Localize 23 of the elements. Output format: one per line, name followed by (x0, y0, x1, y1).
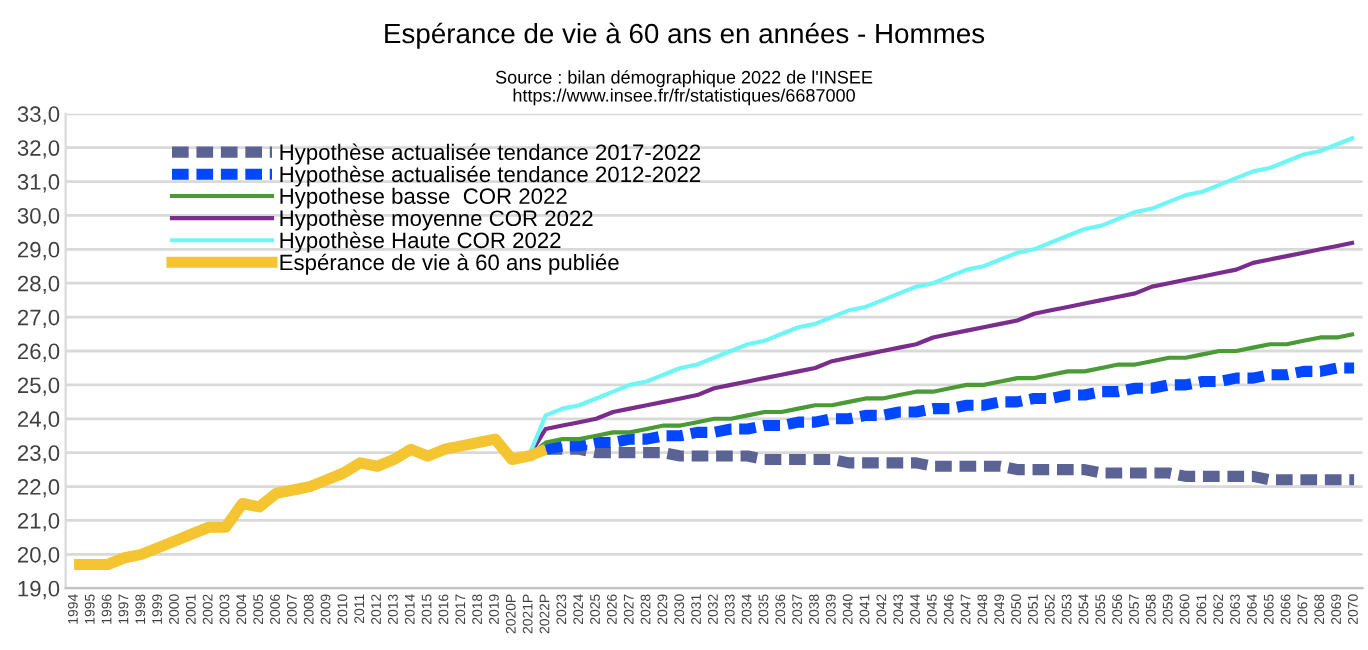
y-tick-label: 19,0 (18, 580, 60, 600)
y-tick-label: 30,0 (17, 207, 60, 227)
chart-subtitle: Source : bilan démographique 2022 de l'INSEE https://www.insee.fr/fr/statistiques/6687000 (495, 70, 873, 106)
y-tick-label: 28,0 (17, 275, 60, 295)
y-tick-label: 32,0 (17, 140, 60, 159)
y-tick-label: 29,0 (17, 241, 60, 261)
y-tick-label: 24,0 (17, 411, 60, 430)
y-tick-label: 20,0 (17, 546, 60, 566)
legend-label: Hypothèse Haute COR 2022 (280, 231, 561, 253)
y-tick-label: 25,0 (17, 377, 60, 396)
y-tick-label: 33,0 (17, 106, 60, 125)
y-tick-label: 26,0 (17, 343, 60, 362)
y-tick-label: 21,0 (17, 513, 60, 532)
legend-label: Hypothese basse COR 2022 (280, 187, 567, 209)
legend-label: Hypothèse actualisée tendance 2017-2022 (280, 143, 701, 165)
y-tick-label: 23,0 (17, 445, 60, 464)
y-tick-label: 31,0 (17, 174, 60, 193)
legend-label: Espérance de vie à 60 ans publiée (280, 253, 619, 275)
y-tick-label: 27,0 (17, 309, 60, 328)
chart-title: Espérance de vie à 60 ans en années - Hommes (385, 22, 985, 49)
legend-label: Hypothèse moyenne COR 2022 (280, 209, 593, 231)
legend-label: Hypothèse actualisée tendance 2012-2022 (280, 165, 701, 187)
y-tick-label: 22,0 (17, 479, 60, 498)
